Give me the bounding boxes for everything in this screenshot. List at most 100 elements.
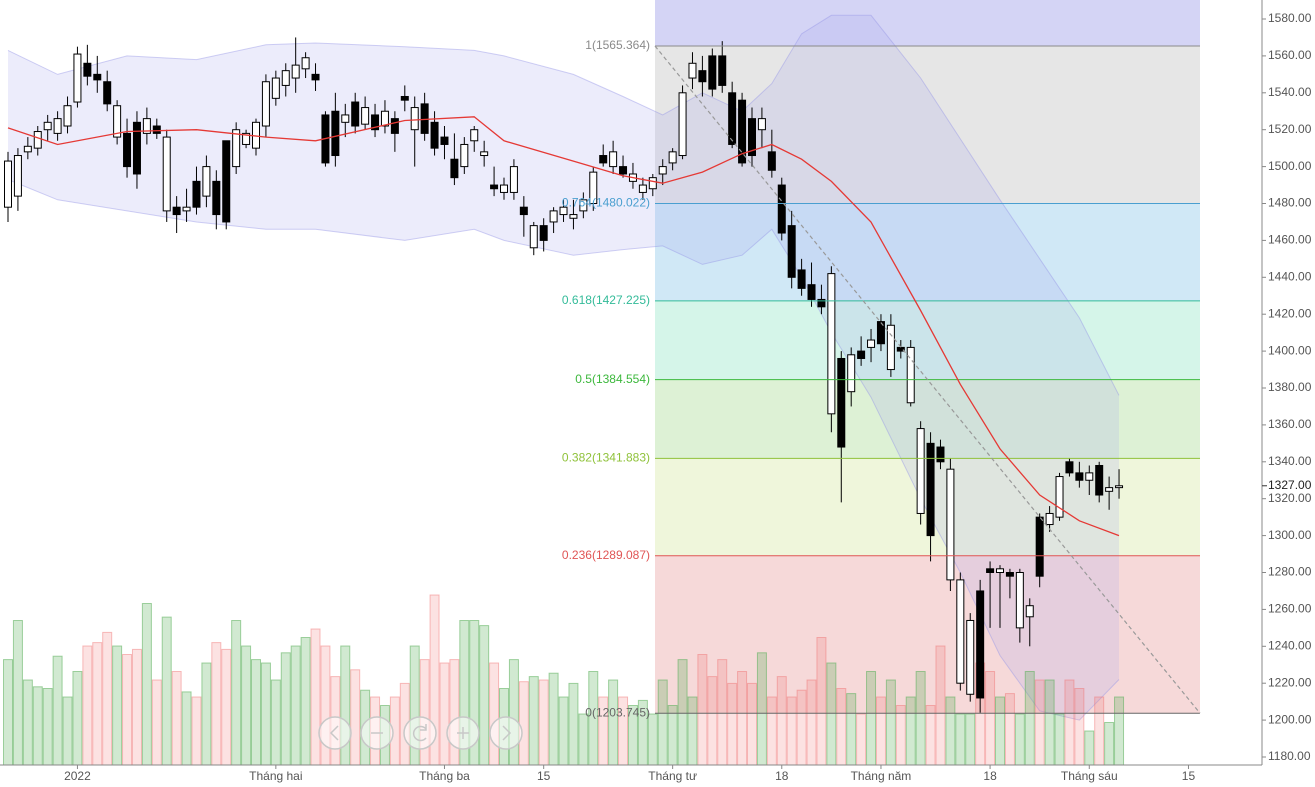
volume-bar <box>1084 730 1095 766</box>
y-tick-label: 1420.00 <box>1268 306 1312 320</box>
fib-zone <box>655 203 1200 301</box>
candle-body <box>470 129 479 142</box>
candle-body <box>986 568 995 573</box>
y-tick-label: 1540.00 <box>1268 85 1312 99</box>
volume-bar <box>290 645 301 766</box>
volume-bar <box>260 662 271 766</box>
y-tick-label: 1180.00 <box>1268 749 1311 763</box>
volume-bar <box>935 645 946 766</box>
volume-bar <box>836 688 847 766</box>
volume-bar <box>52 655 63 766</box>
volume-layer <box>3 594 1125 766</box>
volume-bar <box>905 696 916 766</box>
candle-body <box>807 284 816 300</box>
last-price-tag <box>1263 478 1315 492</box>
fib-zone <box>655 555 1200 714</box>
candle-body <box>480 151 489 157</box>
x-tick-label: 15 <box>1182 769 1196 783</box>
volume-bar <box>141 603 152 766</box>
volume-bar <box>885 679 896 766</box>
scroll-left-button[interactable] <box>318 716 352 750</box>
volume-bar <box>439 662 450 766</box>
x-tick-label: Tháng hai <box>249 769 302 783</box>
volume-bar <box>231 620 242 766</box>
volume-bar <box>608 679 619 766</box>
candle-body <box>380 110 389 127</box>
band-lower <box>7 179 1120 721</box>
candle-body <box>767 151 776 171</box>
volume-bar <box>479 625 490 766</box>
trend-line <box>654 45 1201 714</box>
volume-bar <box>449 659 460 766</box>
candle-body <box>222 140 231 223</box>
volume-bar <box>92 642 103 766</box>
candle-body <box>976 590 985 699</box>
candle-body <box>698 70 707 83</box>
fib-level-label: 0.764(1480.022) <box>562 196 650 210</box>
volume-bar <box>251 659 261 766</box>
y-tick-label: 1480.00 <box>1268 196 1312 210</box>
y-tick-label: 1240.00 <box>1268 638 1312 652</box>
candle-body <box>390 118 399 134</box>
candle-body <box>13 155 22 197</box>
volume-bar <box>747 682 757 766</box>
volume-bar <box>1054 713 1065 766</box>
candle-body <box>460 143 469 168</box>
y-tick-label: 1320.00 <box>1268 491 1312 505</box>
candle-body <box>728 92 737 145</box>
volume-bar <box>310 628 321 766</box>
volume-bar <box>856 713 867 766</box>
candle-body <box>182 206 191 212</box>
candle-body <box>1015 572 1024 629</box>
volume-bar <box>161 616 172 766</box>
volume-bar <box>82 645 93 766</box>
candle-body <box>152 125 161 134</box>
fib-zone <box>655 0 1200 47</box>
candle-body <box>867 339 876 348</box>
y-tick-label: 1580.00 <box>1268 11 1312 25</box>
candle-body <box>440 136 449 145</box>
candle-body <box>1045 512 1054 526</box>
candle-body <box>341 114 350 123</box>
candle-body <box>242 132 251 145</box>
volume-bar <box>102 631 113 766</box>
volume-bar <box>776 676 787 766</box>
candle-body <box>748 118 756 157</box>
candle-body <box>668 151 677 164</box>
y-tick-label: 1460.00 <box>1268 233 1312 247</box>
volume-bar <box>548 672 559 766</box>
zoom-out-button[interactable] <box>360 716 394 750</box>
candle-body <box>123 132 132 168</box>
candle-body <box>192 180 201 208</box>
volume-bar <box>221 648 232 766</box>
volume-bar <box>737 671 748 766</box>
volume-bar <box>707 676 718 766</box>
fib-layer <box>655 0 1200 714</box>
volume-bar <box>875 696 886 766</box>
candle-body <box>281 70 290 86</box>
candle-body <box>212 180 221 216</box>
volume-bar <box>1074 688 1085 766</box>
reset-button[interactable] <box>403 716 437 750</box>
candle-body <box>1095 464 1104 496</box>
x-tick-label: 18 <box>775 769 789 783</box>
volume-bar <box>62 696 73 766</box>
candle-body <box>797 269 806 289</box>
candle-body <box>4 160 12 208</box>
fib-level-label: 0.236(1289.087) <box>562 548 650 562</box>
candle-body <box>351 101 360 127</box>
candle-body <box>93 73 102 81</box>
candle-body <box>172 206 181 216</box>
candle-layer <box>4 37 1124 713</box>
x-tick-label: Tháng ba <box>419 769 470 783</box>
volume-bar <box>1014 713 1025 766</box>
candle-body <box>1005 572 1014 577</box>
x-tick-label: 15 <box>537 769 551 783</box>
zoom-in-button[interactable] <box>446 716 480 750</box>
volume-bar <box>201 662 212 766</box>
candle-body <box>490 184 499 190</box>
scroll-right-button[interactable] <box>489 716 523 750</box>
volume-bar <box>677 659 688 766</box>
